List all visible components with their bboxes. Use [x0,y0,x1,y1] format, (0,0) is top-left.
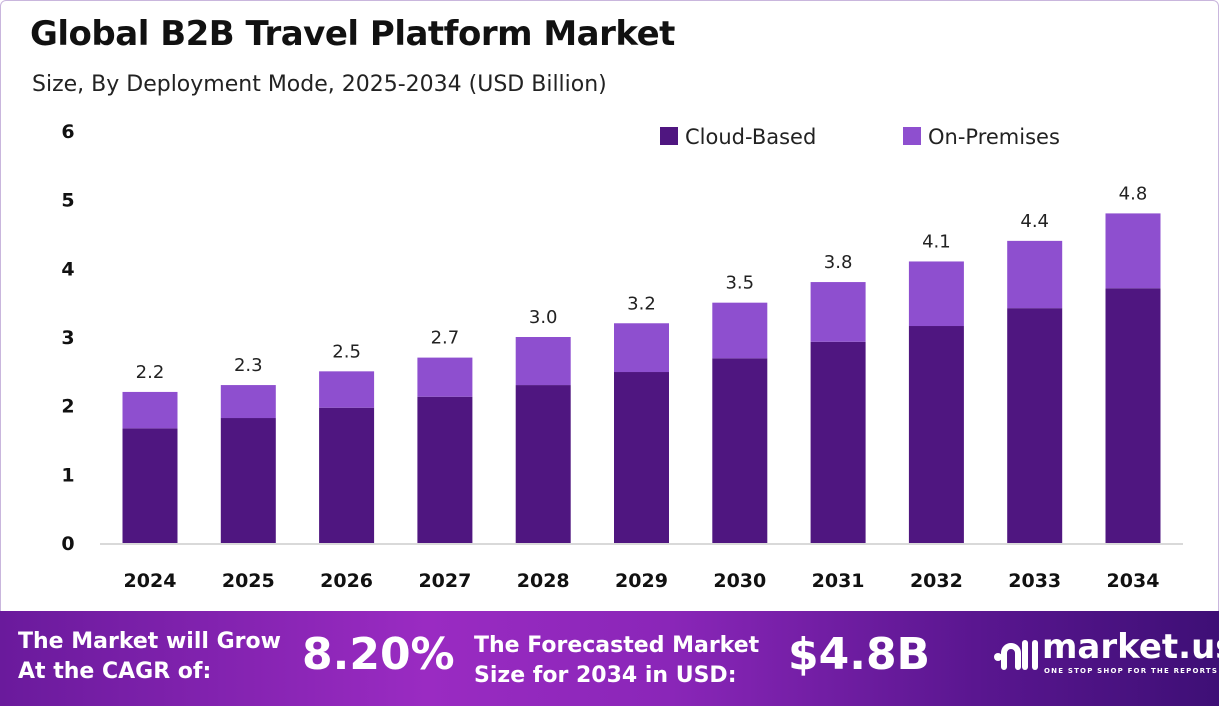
y-tick-label: 3 [61,327,74,349]
bar-cloud-based-2031 [810,341,866,543]
forecast-label: The Forecasted Market Size for 2034 in U… [474,631,759,691]
data-label-total: 2.7 [431,328,460,349]
bar-on-premises-2031 [810,282,866,342]
x-tick-label: 2030 [713,570,766,592]
footer-banner: The Market will Grow At the CAGR of: 8.2… [0,611,1219,706]
bar-cloud-based-2034 [1105,288,1161,543]
x-tick-label: 2026 [320,570,373,592]
bar-on-premises-2032 [908,261,964,327]
cagr-label: The Market will Grow At the CAGR of: [18,627,281,687]
bar-on-premises-2026 [319,371,375,408]
logo-tagline: ONE STOP SHOP FOR THE REPORTS [1044,667,1219,675]
data-label-total: 3.0 [529,307,558,328]
stacked-bar-chart: 0 1 2 3 4 5 6 2.2 2024 2.3 2025 2.5 2026 2.7 2027 3.0 20… [61,121,1183,592]
y-tick-label: 2 [61,396,74,418]
bar-cloud-based-2028 [515,385,571,543]
bar-on-premises-2025 [220,385,276,419]
data-label-total: 4.1 [922,231,951,252]
forecast-label-line2: Size for 2034 in USD: [474,663,737,688]
legend-label: Cloud-Based [685,125,816,149]
bar-on-premises-2028 [515,337,571,386]
data-label-total: 3.5 [725,273,754,294]
legend-swatch-on-premises [903,127,921,145]
cagr-value: 8.20% [302,629,455,680]
market-us-logo: market.us ONE STOP SHOP FOR THE REPORTS [992,627,1219,677]
legend-swatch-cloud-based [660,127,678,145]
data-label-total: 2.3 [234,355,263,376]
x-tick-label: 2032 [910,570,963,592]
bar-on-premises-2024 [122,391,178,429]
x-tick-label: 2029 [615,570,668,592]
bar-cloud-based-2025 [220,418,276,543]
legend-label: On-Premises [928,125,1060,149]
y-tick-label: 5 [61,190,74,212]
y-tick-label: 1 [61,464,74,486]
forecast-label-line1: The Forecasted Market [474,633,760,658]
chart-subtitle: Size, By Deployment Mode, 2025-2034 (USD… [32,72,607,97]
bar-cloud-based-2033 [1007,308,1063,543]
data-label-total: 3.8 [824,252,853,273]
forecast-value: $4.8B [788,629,931,680]
bar-cloud-based-2032 [908,326,964,543]
x-tick-label: 2034 [1107,570,1160,592]
data-label-total: 4.8 [1119,183,1148,204]
logo-text: market.us [1042,627,1219,667]
bar-on-premises-2030 [712,302,768,359]
bar-cloud-based-2026 [319,407,375,543]
bar-cloud-based-2029 [614,372,669,543]
data-label-total: 4.4 [1020,211,1049,232]
x-tick-label: 2025 [222,570,275,592]
chart-title: Global B2B Travel Platform Market [30,14,675,54]
cagr-label-line1: The Market will Grow [18,629,281,654]
bar-cloud-based-2027 [417,396,473,543]
x-tick-label: 2031 [812,570,865,592]
bar-on-premises-2034 [1105,213,1161,289]
data-label-total: 3.2 [627,293,656,314]
y-tick-label: 6 [61,121,74,143]
data-label-total: 2.2 [136,362,165,383]
y-tick-label: 4 [61,258,74,280]
bar-on-premises-2029 [614,323,669,373]
bar-cloud-based-2030 [712,358,768,543]
market-us-logo-icon [994,640,1038,670]
bar-on-premises-2027 [417,357,473,397]
x-tick-label: 2033 [1008,570,1061,592]
x-tick-label: 2024 [124,570,177,592]
data-label-total: 2.5 [332,341,361,362]
y-tick-label: 0 [61,533,74,555]
x-tick-label: 2027 [418,570,471,592]
x-tick-label: 2028 [517,570,570,592]
cagr-label-line2: At the CAGR of: [18,659,212,684]
bar-on-premises-2033 [1007,240,1063,309]
bar-cloud-based-2024 [122,428,178,543]
